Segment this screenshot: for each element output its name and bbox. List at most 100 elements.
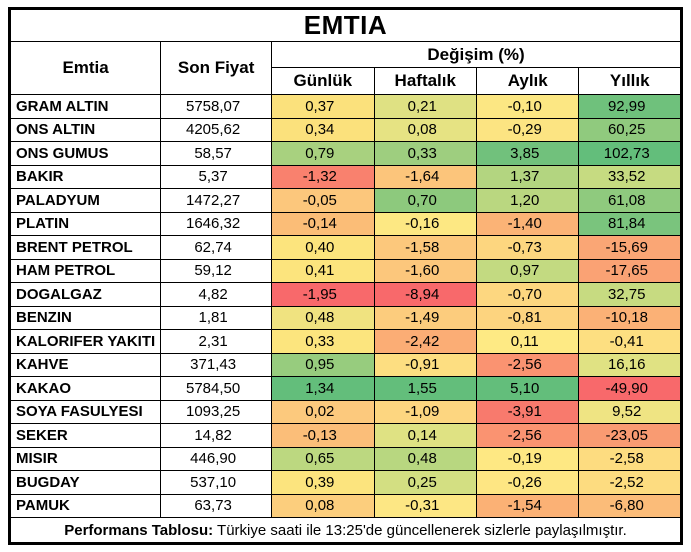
change-monthly-value: 1,37: [475, 164, 580, 189]
change-yearly-value: -2,52: [578, 470, 682, 495]
commodity-name: MISIR: [8, 446, 162, 471]
change-daily-value: 0,37: [271, 94, 375, 119]
change-monthly-value: -0,19: [475, 446, 580, 471]
commodity-name: BUGDAY: [8, 470, 162, 495]
last-price-value: 5,37: [160, 164, 273, 189]
change-weekly-value: 0,48: [373, 446, 478, 471]
change-weekly-value: -1,49: [373, 305, 478, 330]
change-monthly-value: 0,97: [475, 258, 580, 283]
column-header-weekly: Haftalık: [373, 67, 478, 95]
table-row: HAM PETROL 59,12 0,41 -1,60 0,97 -17,65: [8, 258, 682, 283]
change-daily-value: -1,32: [271, 164, 375, 189]
change-daily-value: 0,65: [271, 446, 375, 471]
table-row: SOYA FASULYESI 1093,25 0,02 -1,09 -3,91 9,52: [8, 399, 682, 424]
change-daily-value: 0,34: [271, 117, 375, 142]
last-price-value: 62,74: [160, 235, 273, 260]
column-header-last-price: Son Fiyat: [160, 41, 273, 95]
table-row: BRENT PETROL 62,74 0,40 -1,58 -0,73 -15,69: [8, 235, 682, 260]
table-row: ONS GUMUS 58,57 0,79 0,33 3,85 102,73: [8, 141, 682, 166]
change-monthly-value: -1,40: [475, 211, 580, 236]
change-monthly-value: -2,56: [475, 423, 580, 448]
change-weekly-value: -1,58: [373, 235, 478, 260]
change-yearly-value: 32,75: [578, 282, 682, 307]
change-yearly-value: 92,99: [578, 94, 682, 119]
change-daily-value: 0,95: [271, 352, 375, 377]
last-price-value: 4205,62: [160, 117, 273, 142]
commodity-rows: GRAM ALTIN 5758,07 0,37 0,21 -0,10 92,99 ONS A…: [8, 94, 682, 518]
table-row: DOGALGAZ 4,82 -1,95 -8,94 -0,70 32,75: [8, 282, 682, 307]
last-price-value: 14,82: [160, 423, 273, 448]
last-price-value: 5784,50: [160, 376, 273, 401]
change-monthly-value: 5,10: [475, 376, 580, 401]
change-yearly-value: 81,84: [578, 211, 682, 236]
column-header-commodity: Emtia: [8, 41, 162, 95]
table-row: ONS ALTIN 4205,62 0,34 0,08 -0,29 60,25: [8, 117, 682, 142]
change-daily-value: -1,95: [271, 282, 375, 307]
change-weekly-value: 0,14: [373, 423, 478, 448]
change-weekly-value: -0,31: [373, 493, 478, 518]
change-daily-value: 0,39: [271, 470, 375, 495]
change-weekly-value: -8,94: [373, 282, 478, 307]
change-monthly-value: -2,56: [475, 352, 580, 377]
table-row: MISIR 446,90 0,65 0,48 -0,19 -2,58: [8, 446, 682, 471]
change-yearly-value: -49,90: [578, 376, 682, 401]
commodity-name: PALADYUM: [8, 188, 162, 213]
change-yearly-value: -17,65: [578, 258, 682, 283]
last-price-value: 446,90: [160, 446, 273, 471]
commodity-name: DOGALGAZ: [8, 282, 162, 307]
change-monthly-value: -0,70: [475, 282, 580, 307]
column-header-yearly: Yıllık: [578, 67, 682, 95]
table-row: BUGDAY 537,10 0,39 0,25 -0,26 -2,52: [8, 470, 682, 495]
table-title: EMTIA: [9, 8, 682, 42]
column-header-daily: Günlük: [271, 67, 375, 95]
table-row: SEKER 14,82 -0,13 0,14 -2,56 -23,05: [8, 423, 682, 448]
commodity-name: ONS ALTIN: [8, 117, 162, 142]
commodity-name: KAKAO: [8, 376, 162, 401]
change-monthly-value: -1,54: [475, 493, 580, 518]
commodity-name: GRAM ALTIN: [8, 94, 162, 119]
last-price-value: 1,81: [160, 305, 273, 330]
last-price-value: 58,57: [160, 141, 273, 166]
last-price-value: 537,10: [160, 470, 273, 495]
change-weekly-value: 0,25: [373, 470, 478, 495]
change-weekly-value: 0,70: [373, 188, 478, 213]
last-price-value: 371,43: [160, 352, 273, 377]
update-note-text: Türkiye saati ile 13:25'de güncellenerek…: [213, 521, 627, 539]
change-yearly-value: 9,52: [578, 399, 682, 424]
change-weekly-value: -1,09: [373, 399, 478, 424]
last-price-value: 4,82: [160, 282, 273, 307]
change-monthly-value: -3,91: [475, 399, 580, 424]
change-weekly-value: -0,91: [373, 352, 478, 377]
change-daily-value: 1,34: [271, 376, 375, 401]
commodity-name: HAM PETROL: [8, 258, 162, 283]
change-weekly-value: -1,64: [373, 164, 478, 189]
change-daily-value: 0,33: [271, 329, 375, 354]
commodity-name: ONS GUMUS: [8, 141, 162, 166]
change-daily-value: 0,02: [271, 399, 375, 424]
table-row: KALORIFER YAKITI 2,31 0,33 -2,42 0,11 -0,41: [8, 329, 682, 354]
table-row: KAKAO 5784,50 1,34 1,55 5,10 -49,90: [8, 376, 682, 401]
change-daily-value: -0,05: [271, 188, 375, 213]
change-weekly-value: 0,08: [373, 117, 478, 142]
change-weekly-value: -1,60: [373, 258, 478, 283]
change-daily-value: 0,41: [271, 258, 375, 283]
change-weekly-value: 1,55: [373, 376, 478, 401]
commodity-name: BRENT PETROL: [8, 235, 162, 260]
change-yearly-value: 16,16: [578, 352, 682, 377]
change-yearly-value: -23,05: [578, 423, 682, 448]
change-monthly-value: -0,73: [475, 235, 580, 260]
table-row: KAHVE 371,43 0,95 -0,91 -2,56 16,16: [8, 352, 682, 377]
table-row: GRAM ALTIN 5758,07 0,37 0,21 -0,10 92,99: [8, 94, 682, 119]
last-price-value: 59,12: [160, 258, 273, 283]
commodity-name: PLATIN: [8, 211, 162, 236]
last-price-value: 1093,25: [160, 399, 273, 424]
last-price-value: 63,73: [160, 493, 273, 518]
change-yearly-value: 102,73: [578, 141, 682, 166]
change-weekly-value: 0,21: [373, 94, 478, 119]
commodity-name: KALORIFER YAKITI: [8, 329, 162, 354]
change-monthly-value: -0,81: [475, 305, 580, 330]
commodity-name: SEKER: [8, 423, 162, 448]
column-header-monthly: Aylık: [475, 67, 580, 95]
commodity-name: BENZIN: [8, 305, 162, 330]
